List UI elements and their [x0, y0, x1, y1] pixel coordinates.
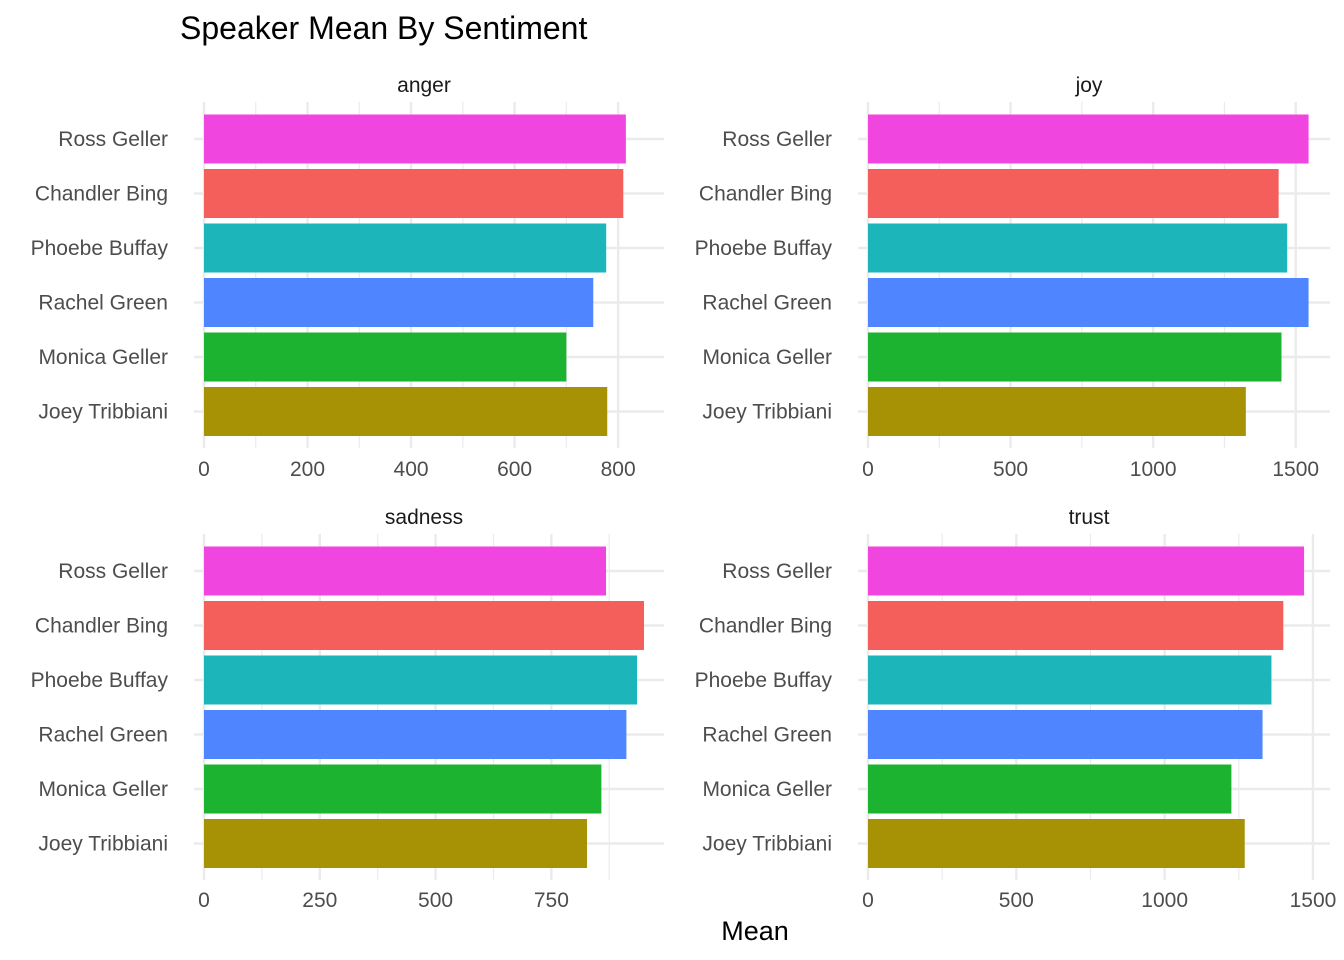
x-axis-label: Mean	[721, 916, 789, 946]
facet-label-anger: anger	[397, 74, 451, 97]
y-tick-label: Phoebe Buffay	[695, 669, 833, 692]
bar-anger-ross-geller	[204, 114, 626, 164]
y-tick-label: Ross Geller	[58, 560, 168, 583]
x-tick-label: 1500	[1290, 889, 1337, 912]
bar-anger-rachel-green	[204, 278, 594, 327]
x-tick-label: 500	[418, 889, 453, 912]
x-tick-label: 250	[302, 889, 337, 912]
y-tick-label: Chandler Bing	[699, 615, 832, 638]
y-tick-label: Joey Tribbiani	[702, 833, 832, 856]
y-tick-label: Chandler Bing	[35, 183, 168, 206]
y-tick-label: Phoebe Buffay	[31, 237, 169, 260]
chart-title: Speaker Mean By Sentiment	[180, 10, 587, 46]
bar-sadness-ross-geller	[204, 546, 607, 596]
bar-sadness-phoebe-buffay	[204, 655, 638, 705]
bar-trust-chandler-bing	[868, 601, 1284, 650]
bar-anger-monica-geller	[204, 332, 567, 382]
bar-trust-phoebe-buffay	[868, 655, 1272, 705]
x-tick-label: 200	[290, 458, 325, 481]
y-tick-label: Monica Geller	[38, 778, 168, 801]
bar-sadness-joey-tribbiani	[204, 819, 588, 868]
x-tick-label: 0	[862, 889, 874, 912]
x-tick-label: 500	[993, 458, 1028, 481]
y-tick-label: Joey Tribbiani	[38, 401, 168, 424]
y-tick-label: Rachel Green	[702, 724, 832, 747]
y-tick-label: Rachel Green	[38, 724, 168, 747]
y-tick-label: Phoebe Buffay	[31, 669, 169, 692]
y-tick-label: Joey Tribbiani	[38, 833, 168, 856]
y-tick-label: Ross Geller	[722, 128, 832, 151]
x-tick-label: 0	[198, 458, 210, 481]
bar-trust-joey-tribbiani	[868, 819, 1245, 868]
bar-anger-phoebe-buffay	[204, 223, 607, 273]
y-tick-label: Phoebe Buffay	[695, 237, 833, 260]
y-tick-label: Rachel Green	[702, 292, 832, 315]
x-tick-label: 0	[198, 889, 210, 912]
y-tick-label: Chandler Bing	[35, 615, 168, 638]
bar-anger-chandler-bing	[204, 169, 624, 218]
x-tick-label: 600	[497, 458, 532, 481]
bar-sadness-rachel-green	[204, 710, 627, 759]
bar-trust-monica-geller	[868, 764, 1232, 814]
facet-label-joy: joy	[1075, 74, 1103, 97]
bar-anger-joey-tribbiani	[204, 387, 608, 436]
y-tick-label: Ross Geller	[58, 128, 168, 151]
facet-label-sadness: sadness	[385, 506, 463, 529]
y-tick-label: Monica Geller	[702, 778, 832, 801]
x-tick-label: 1000	[1141, 889, 1188, 912]
bar-sadness-monica-geller	[204, 764, 602, 814]
bar-joy-ross-geller	[868, 114, 1309, 164]
bar-sadness-chandler-bing	[204, 601, 644, 650]
bar-joy-phoebe-buffay	[868, 223, 1288, 273]
y-tick-label: Ross Geller	[722, 560, 832, 583]
bar-joy-joey-tribbiani	[868, 387, 1246, 436]
y-tick-label: Rachel Green	[38, 292, 168, 315]
bar-trust-rachel-green	[868, 710, 1263, 759]
y-tick-label: Chandler Bing	[699, 183, 832, 206]
y-tick-label: Monica Geller	[702, 346, 832, 369]
bar-joy-monica-geller	[868, 332, 1282, 382]
bar-joy-rachel-green	[868, 278, 1309, 327]
x-tick-label: 1000	[1130, 458, 1177, 481]
x-tick-label: 750	[534, 889, 569, 912]
y-tick-label: Monica Geller	[38, 346, 168, 369]
x-tick-label: 400	[394, 458, 429, 481]
facet-label-trust: trust	[1069, 506, 1110, 529]
x-tick-label: 1500	[1272, 458, 1319, 481]
x-tick-label: 0	[862, 458, 874, 481]
bar-joy-chandler-bing	[868, 169, 1279, 218]
x-tick-label: 500	[999, 889, 1034, 912]
bar-trust-ross-geller	[868, 546, 1305, 596]
x-tick-label: 800	[601, 458, 636, 481]
y-tick-label: Joey Tribbiani	[702, 401, 832, 424]
